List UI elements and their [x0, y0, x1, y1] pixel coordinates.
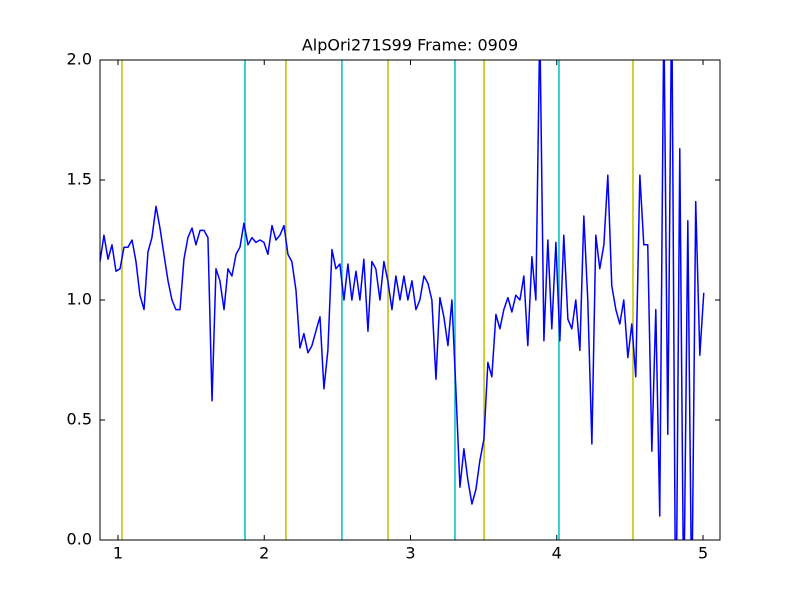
data-line — [100, 60, 705, 540]
y-tick-label: 1.0 — [67, 290, 92, 309]
x-tick-label: 5 — [698, 544, 708, 563]
x-tick-label: 4 — [552, 544, 562, 563]
x-tick-label: 3 — [405, 544, 415, 563]
y-tick-label: 0.0 — [67, 530, 92, 549]
plot-area — [100, 60, 705, 540]
x-tick-label: 2 — [259, 544, 269, 563]
chart-title: AlpOri271S99 Frame: 0909 — [302, 36, 518, 55]
y-tick-label: 2.0 — [67, 50, 92, 69]
x-tick-label: 1 — [113, 544, 123, 563]
y-tick-label: 1.5 — [67, 170, 92, 189]
y-tick-label: 0.5 — [67, 410, 92, 429]
